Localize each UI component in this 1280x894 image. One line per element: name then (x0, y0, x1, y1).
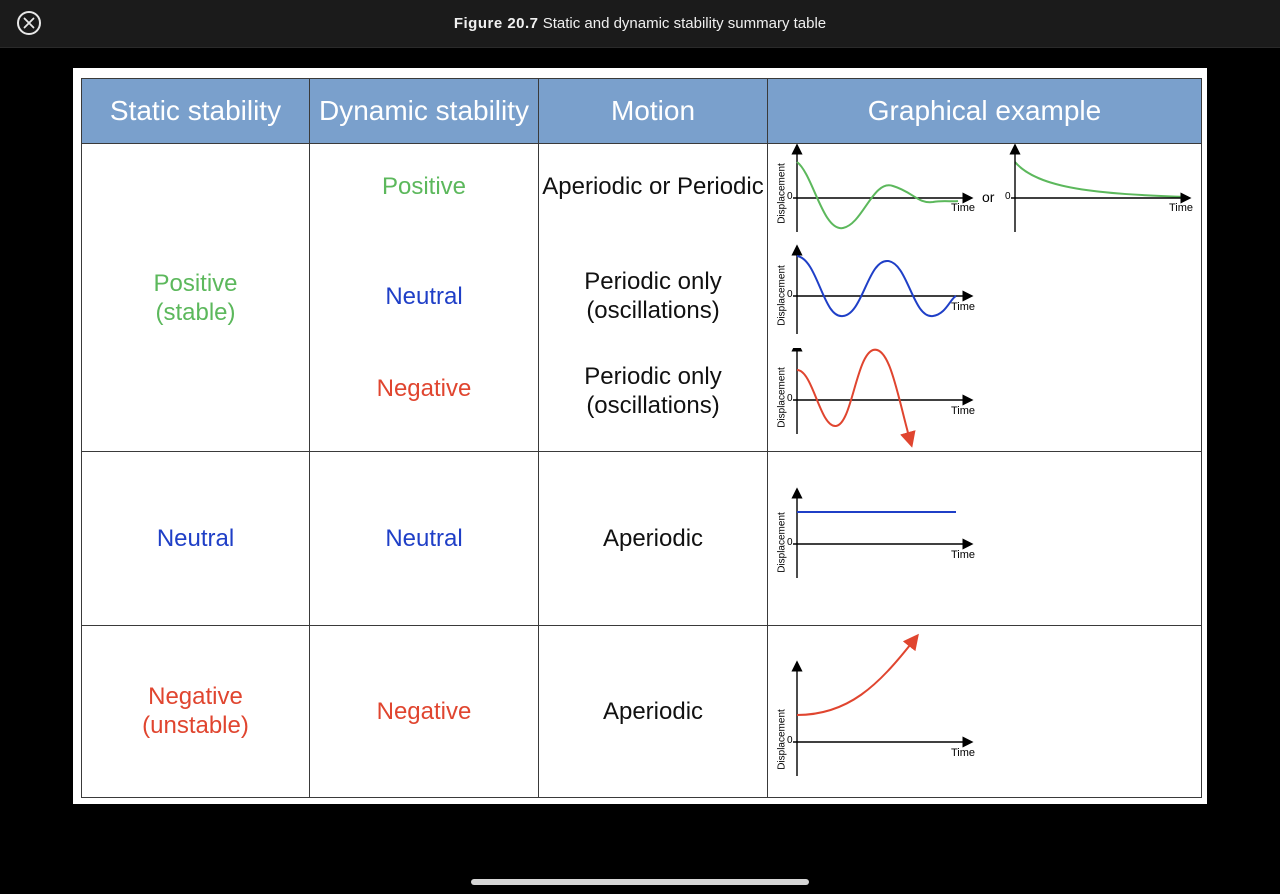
motion-cell: Aperiodic (538, 451, 768, 626)
table-row: Negative Periodic only (oscillations) Di… (82, 348, 1202, 453)
origin-label: 0 (787, 536, 793, 548)
figure-title: Static and dynamic stability summary tab… (542, 15, 827, 32)
x-axis-label: Time (951, 548, 976, 561)
table-row: Negative (unstable) Negative Aperiodic D… (81, 624, 1202, 799)
motion-cell: Periodic only (oscillations) (538, 244, 768, 349)
y-axis-label: Displacement (776, 367, 788, 429)
graph-divergence: Displacement 0 Time (768, 626, 1201, 797)
stability-summary-table: Static stability Dynamic stability Motio… (81, 78, 1202, 799)
header-motion: Motion (538, 78, 768, 144)
motion-cell: Periodic only (oscillations) (538, 348, 768, 453)
header-graphical-example: Graphical example (767, 78, 1202, 144)
dynamic-negative-cell: Negative (309, 624, 539, 799)
graph-constant: Displacement 0 Time (768, 453, 1201, 625)
y-axis-label: Displacement (776, 265, 788, 327)
dynamic-neutral-cell: Neutral (309, 451, 539, 626)
x-axis-label: Time (951, 301, 976, 314)
x-axis-label: Time (951, 202, 976, 215)
dynamic-positive-cell: Positive (309, 143, 539, 245)
motion-cell: Aperiodic or Periodic (538, 143, 768, 245)
graph-cell-positive-negative: Displacement 0 Time (767, 348, 1202, 453)
close-button[interactable] (17, 11, 41, 35)
table-header-row: Static stability Dynamic stability Motio… (81, 78, 1202, 144)
close-icon (23, 17, 35, 29)
y-axis-label: Displacement (776, 709, 788, 770)
or-label: or (982, 189, 995, 206)
table-row: Positive (stable) Positive Aperiodic or … (81, 142, 1202, 453)
motion-cell: Aperiodic (538, 624, 768, 799)
x-axis-label: Time (951, 405, 976, 418)
y-axis-label: Displacement (776, 163, 788, 224)
header-dynamic-stability: Dynamic stability (309, 78, 539, 144)
origin-label: 0 (787, 289, 793, 301)
graph-oscillation: Displacement 0 Time (768, 244, 1201, 348)
origin-label: 0 (787, 734, 793, 746)
table-row: Neutral Neutral Aperiodic Displacement 0… (81, 451, 1202, 626)
x-axis-label: Time (1169, 202, 1194, 215)
dynamic-neutral-cell: Neutral (309, 244, 539, 349)
static-positive-cell: Positive (stable) (81, 142, 310, 453)
graph-damped: Displacement 0 Time or 0 Time (768, 144, 1201, 244)
figure-label: Figure 20.7 (453, 15, 539, 32)
x-axis-label: Time (951, 746, 976, 759)
origin-label: 0 (787, 393, 793, 405)
figure-image: Static stability Dynamic stability Motio… (73, 68, 1207, 804)
graph-divergent-oscillation: Displacement 0 Time (768, 348, 1201, 451)
figure-caption: Figure 20.7 Static and dynamic stability… (0, 15, 1280, 32)
dynamic-negative-cell: Negative (309, 348, 539, 453)
home-indicator[interactable] (471, 879, 809, 885)
static-negative-cell: Negative (unstable) (81, 624, 310, 799)
viewer-top-bar: Figure 20.7 Static and dynamic stability… (0, 0, 1280, 48)
graph-cell-positive-neutral: Displacement 0 Time (767, 244, 1202, 349)
static-neutral-cell: Neutral (81, 451, 310, 626)
graph-cell-positive-positive: Displacement 0 Time or 0 Time (767, 143, 1202, 245)
graph-cell-neutral-neutral: Displacement 0 Time (767, 451, 1202, 626)
origin-label: 0 (787, 191, 793, 203)
y-axis-label: Displacement (776, 511, 788, 573)
origin-label: 0 (1005, 191, 1011, 203)
table-row: Neutral Periodic only (oscillations) Dis… (82, 244, 1202, 349)
graph-cell-negative-negative: Displacement 0 Time (767, 624, 1202, 799)
header-static-stability: Static stability (81, 78, 310, 144)
